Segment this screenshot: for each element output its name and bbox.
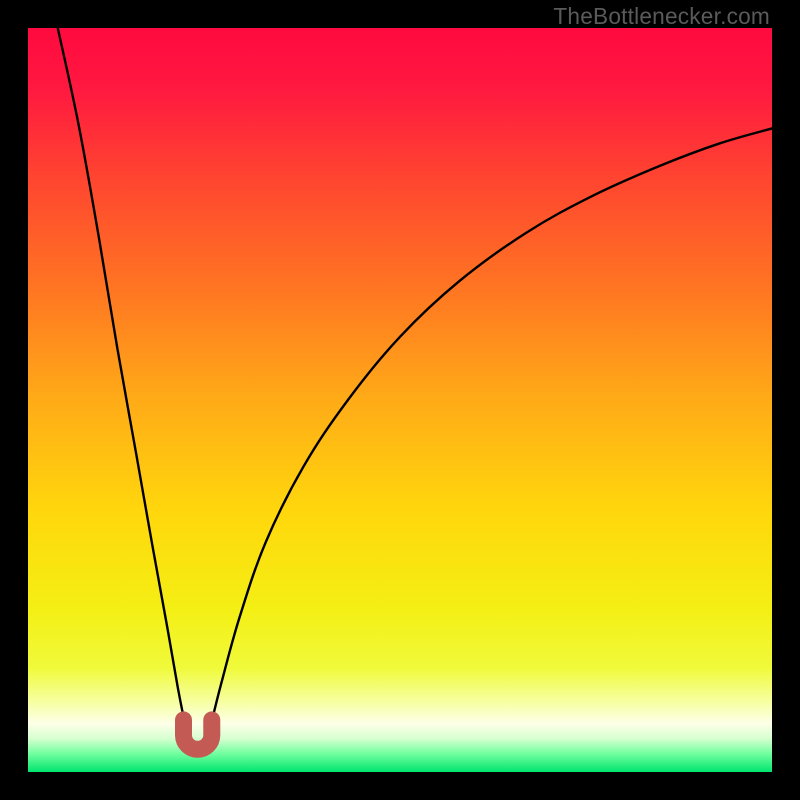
gradient-background [28,28,772,772]
bottleneck-plot [28,28,772,772]
chart-root: TheBottlenecker.com [0,0,800,800]
watermark-text: TheBottlenecker.com [553,3,770,30]
